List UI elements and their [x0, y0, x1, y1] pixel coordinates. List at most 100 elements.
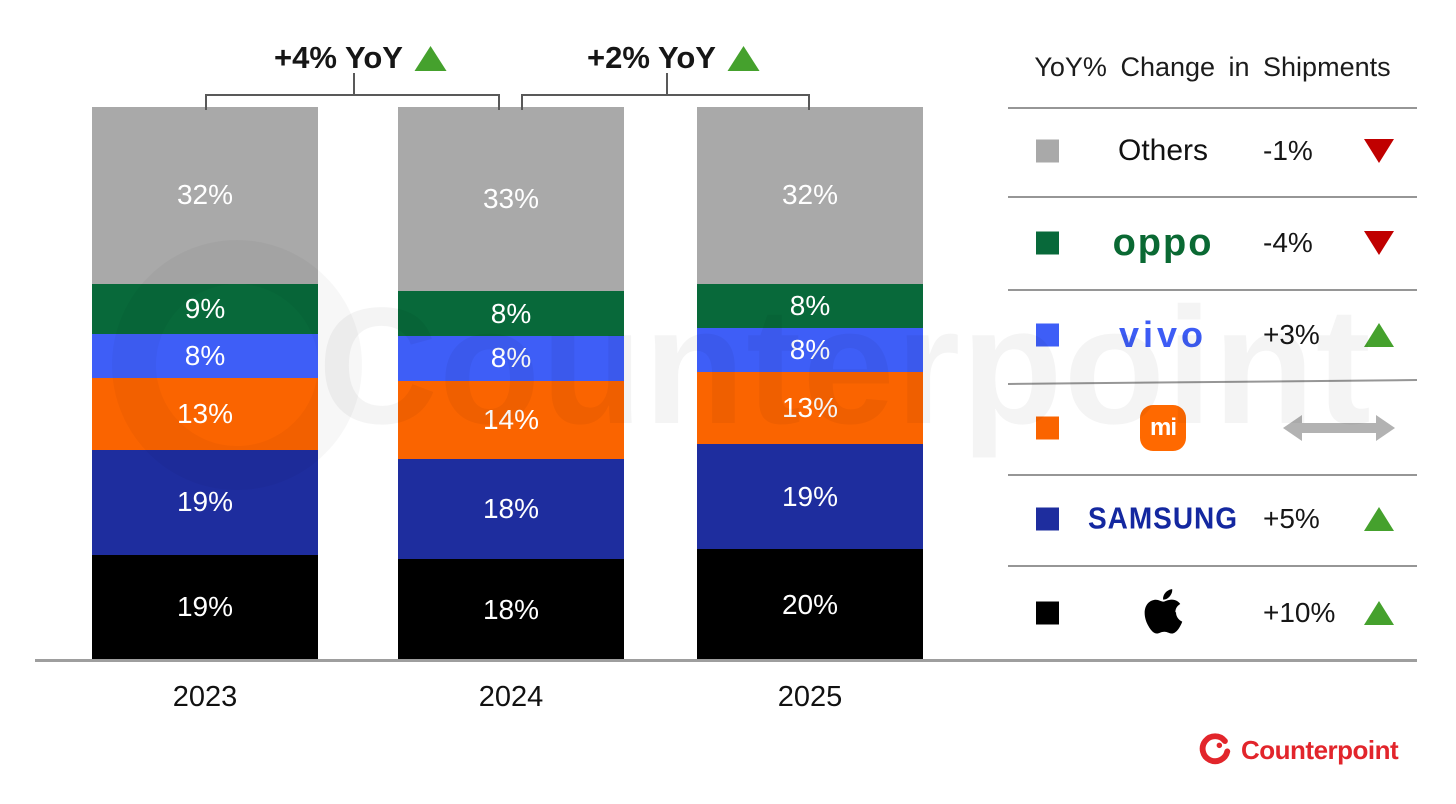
bar-segment-oppo-2025: 8% [697, 283, 923, 329]
samsung-logo: SAMSUNG [1087, 501, 1239, 536]
yoy-annotation-label: +2% YoY [587, 40, 716, 75]
up-triangle-icon [1364, 601, 1394, 625]
oppo-logo: oppo [1112, 221, 1214, 264]
counterpoint-logo: Counterpoint [1198, 733, 1399, 767]
legend-swatch-xiaomi [1036, 416, 1059, 440]
bar-segment-xiaomi-2023: 13% [92, 377, 318, 450]
legend-swatch-oppo [1036, 231, 1059, 255]
bar-segment-label: 19% [176, 591, 234, 623]
legend-logo-zone: SAMSUNG [1063, 477, 1263, 561]
stacked-bar-chart: 32% 9% 8% 13% 19% 19% 2023 33% 8% 8% 14% 18% 18% 2024… [35, 40, 1417, 713]
bar-segment-vivo-2024: 8% [398, 336, 624, 381]
legend-trend-icon-zone [1348, 323, 1410, 347]
bar-segment-others-2024: 33% [398, 107, 624, 292]
bar-segment-label: 32% [781, 179, 839, 211]
flat-arrow-right-head [1376, 415, 1395, 441]
bar-segment-oppo-2023: 9% [92, 283, 318, 334]
yoy-annotation-label: +4% YoY [274, 40, 403, 75]
flat-arrow-icon [1283, 415, 1395, 441]
bar-segment-apple-2024: 18% [398, 559, 624, 660]
bar-segment-samsung-2024: 18% [398, 458, 624, 560]
legend-divider [1008, 565, 1417, 567]
brand-label-others: Others [1117, 134, 1209, 167]
bar-segment-label: 32% [176, 179, 234, 211]
bar-group-2025: 32% 8% 8% 13% 19% 20% [697, 107, 923, 660]
bar-segment-label: 8% [490, 342, 532, 374]
counterpoint-logo-text: Counterpoint [1241, 734, 1399, 765]
bar-segment-apple-2023: 19% [92, 554, 318, 660]
yoy-annotation-2024-2025: +2% YoY [587, 40, 760, 76]
legend-change-value-apple: +10% [1263, 597, 1336, 628]
bar-segment-label: 8% [789, 290, 831, 322]
legend-logo-zone [1063, 571, 1263, 655]
year-label-2024: 2024 [478, 681, 544, 713]
legend-swatch-vivo [1036, 323, 1059, 347]
down-triangle-icon [1364, 139, 1394, 163]
bar-segment-label: 20% [781, 588, 839, 620]
apple-logo-icon [1142, 586, 1184, 641]
bar-segment-label: 19% [176, 486, 234, 518]
legend-divider [1008, 289, 1417, 291]
bar-segment-xiaomi-2024: 14% [398, 380, 624, 459]
legend-swatch-apple [1036, 601, 1059, 625]
legend-logo-zone: mi [1063, 386, 1263, 470]
legend-row-samsung: SAMSUNG +5% [1008, 477, 1417, 561]
legend-row-vivo: vivo +3% [1008, 293, 1417, 377]
bar-segment-label: 14% [482, 403, 540, 435]
down-triangle-icon [1364, 231, 1394, 255]
xiaomi-mi-logo: mi [1140, 405, 1186, 451]
bar-segment-label: 8% [184, 339, 226, 371]
year-label-2025: 2025 [777, 681, 843, 713]
bar-segment-vivo-2025: 8% [697, 328, 923, 373]
legend-trend-icon-zone [1348, 139, 1410, 163]
yoy-bracket-stub [352, 73, 355, 95]
bar-segment-oppo-2024: 8% [398, 291, 624, 336]
bar-segment-label: 13% [176, 397, 234, 429]
legend-title: YoY% Change in Shipments [1034, 52, 1391, 82]
legend-swatch-samsung [1036, 507, 1059, 531]
bar-segment-label: 18% [482, 593, 540, 625]
bar-segment-others-2023: 32% [92, 107, 318, 284]
up-triangle-icon [727, 45, 760, 71]
legend-swatch-others [1036, 139, 1059, 163]
legend-row-others: Others -1% [1008, 109, 1417, 193]
yoy-bracket-2024-2025 [521, 94, 810, 110]
yoy-bracket-2023-2024 [205, 94, 500, 110]
bar-segment-others-2025: 32% [697, 107, 923, 284]
legend-change-value-others: -1% [1263, 135, 1313, 166]
bar-segment-label: 33% [482, 183, 540, 215]
flat-arrow-shaft [1302, 423, 1376, 433]
vivo-logo: vivo [1118, 314, 1208, 355]
bar-segment-vivo-2023: 8% [92, 333, 318, 378]
counterpoint-c-icon [1199, 733, 1231, 765]
bar-segment-label: 19% [781, 480, 839, 512]
bar-segment-label: 9% [184, 292, 226, 324]
year-label-2023: 2023 [172, 681, 238, 713]
legend-trend-icon-zone [1348, 601, 1410, 625]
yoy-bracket-stub [665, 73, 668, 95]
bar-segment-label: 8% [789, 334, 831, 366]
bar-segment-label: 8% [490, 297, 532, 329]
legend-divider [1008, 474, 1417, 476]
up-triangle-icon [414, 45, 447, 71]
legend-divider [1007, 379, 1418, 385]
bar-segment-label: 13% [781, 392, 839, 424]
x-axis-baseline [35, 659, 1417, 662]
up-triangle-icon [1364, 507, 1394, 531]
legend-logo-zone: vivo [1063, 293, 1263, 377]
flat-arrow-left-head [1283, 415, 1302, 441]
legend-change-value-vivo: +3% [1263, 319, 1320, 350]
legend-logo-zone: Others [1063, 109, 1263, 193]
bar-group-2024: 33% 8% 8% 14% 18% 18% [398, 107, 624, 660]
legend-row-xiaomi: mi [1008, 386, 1417, 470]
bar-segment-label: 18% [482, 493, 540, 525]
bar-group-2023: 32% 9% 8% 13% 19% 19% [92, 107, 318, 660]
bar-segment-apple-2025: 20% [697, 549, 923, 660]
legend-row-oppo: oppo -4% [1008, 201, 1417, 285]
yoy-annotation-2023-2024: +4% YoY [274, 40, 447, 76]
legend-logo-zone: oppo [1063, 201, 1263, 285]
legend-divider [1008, 107, 1417, 109]
bar-segment-samsung-2023: 19% [92, 449, 318, 555]
up-triangle-icon [1364, 323, 1394, 347]
bar-segment-xiaomi-2025: 13% [697, 372, 923, 445]
